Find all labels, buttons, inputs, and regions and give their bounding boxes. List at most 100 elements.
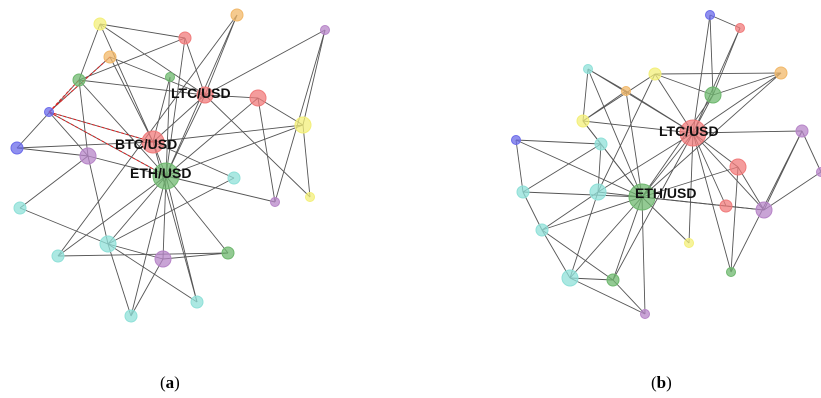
edge	[165, 94, 206, 177]
edge	[302, 124, 311, 198]
edge	[641, 196, 765, 211]
node-cyan	[516, 185, 530, 199]
edge	[107, 177, 235, 245]
edge	[257, 97, 276, 203]
edge	[152, 141, 235, 179]
node-red	[719, 199, 733, 213]
edge	[569, 196, 643, 279]
edge	[204, 14, 238, 96]
node-orange	[621, 86, 631, 96]
node-purple	[270, 197, 280, 207]
node-blue	[44, 107, 54, 117]
edge	[57, 252, 229, 257]
edge	[612, 279, 646, 315]
edge	[709, 14, 714, 96]
edge	[78, 37, 186, 81]
edge	[130, 175, 167, 317]
node-red	[178, 31, 192, 45]
edge	[107, 243, 198, 303]
node-green	[704, 86, 722, 104]
node-label-ltc: LTC/USD	[659, 123, 719, 139]
edge	[109, 56, 206, 96]
node-green	[628, 183, 656, 211]
edge	[582, 120, 694, 134]
highlighted-edge	[48, 111, 154, 143]
edge	[152, 124, 304, 143]
node-orange	[774, 66, 788, 80]
edge	[692, 132, 732, 273]
edge	[165, 124, 304, 177]
edge	[654, 72, 782, 75]
caption-b: (b)	[651, 373, 672, 392]
label-layer: LTC/USD ETH/USD	[635, 123, 719, 201]
node-red	[735, 23, 745, 33]
edge	[541, 229, 614, 281]
edge	[641, 72, 782, 198]
node-green	[152, 162, 180, 190]
edge	[165, 37, 186, 177]
node-purple	[816, 167, 821, 177]
edge	[692, 132, 765, 211]
network-graph-a: BTC/USD ETH/USD LTC/USD	[10, 8, 330, 323]
node-orange	[230, 8, 244, 22]
edge	[541, 196, 643, 231]
node-purple	[320, 25, 330, 35]
edge	[78, 79, 89, 157]
node-green	[606, 273, 620, 287]
edge-layer	[515, 14, 821, 315]
node-layer	[10, 8, 330, 323]
node-blue	[511, 135, 521, 145]
edge	[641, 196, 646, 315]
edge	[107, 175, 167, 245]
node-cyan	[589, 183, 607, 201]
edge	[16, 147, 89, 157]
network-graph-b: LTC/USD ETH/USD	[511, 10, 821, 319]
edge	[130, 258, 164, 317]
highlighted-edge	[48, 111, 167, 177]
edge	[99, 23, 186, 39]
caption-a-open: (	[160, 373, 166, 392]
edge	[522, 191, 643, 198]
edge	[204, 94, 259, 99]
edge	[612, 132, 694, 281]
node-green	[165, 72, 175, 82]
edge	[152, 94, 206, 143]
node-cyan	[583, 64, 593, 74]
node-red	[249, 89, 267, 107]
edge	[165, 175, 198, 303]
edge	[712, 72, 782, 96]
caption-a-letter: a	[166, 373, 175, 392]
edge	[109, 56, 154, 143]
caption-a: (a)	[160, 373, 180, 392]
edge	[569, 277, 646, 315]
node-green	[726, 267, 736, 277]
edge	[515, 139, 602, 145]
edge	[801, 130, 821, 173]
node-cyan	[535, 223, 549, 237]
edge	[625, 90, 643, 198]
node-label-eth: ETH/USD	[635, 185, 696, 201]
caption-b-letter: b	[657, 373, 666, 392]
node-cyan	[51, 249, 65, 263]
node-green	[72, 73, 86, 87]
node-cyan	[13, 201, 27, 215]
edge	[165, 76, 171, 177]
edge	[162, 252, 229, 260]
edge	[184, 37, 206, 96]
edge	[257, 97, 304, 126]
edge	[522, 191, 543, 231]
highlighted-edge	[48, 79, 80, 113]
edge	[16, 141, 154, 149]
label-layer: BTC/USD ETH/USD LTC/USD	[115, 85, 231, 181]
edge	[582, 90, 627, 122]
edge	[541, 191, 599, 231]
node-cyan	[124, 309, 138, 323]
node-yellow	[294, 116, 312, 134]
edge	[763, 171, 821, 211]
edge	[162, 175, 167, 260]
edge	[641, 132, 694, 198]
node-blue	[10, 141, 24, 155]
edge	[692, 72, 782, 134]
node-cyan	[561, 269, 579, 287]
node-yellow	[648, 67, 662, 81]
